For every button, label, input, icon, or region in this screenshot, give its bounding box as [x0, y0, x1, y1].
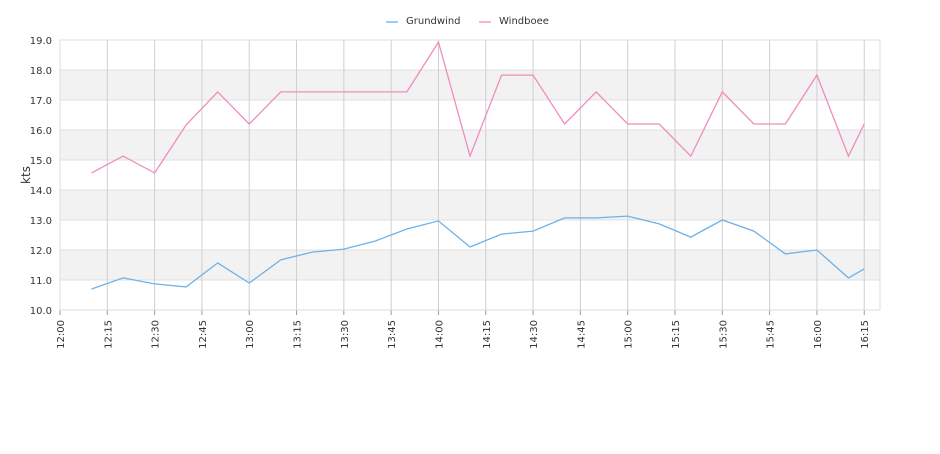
y-tick-label: 15.0 [30, 156, 52, 167]
x-tick-label: 14:30 [529, 320, 540, 349]
grid-band [60, 190, 880, 220]
x-tick-label: 13:15 [293, 320, 304, 349]
y-tick-label: 10.0 [30, 306, 52, 317]
x-tick-label: 16:00 [813, 320, 824, 349]
x-tick-label: 12:45 [198, 320, 209, 349]
y-tick-label: 14.0 [30, 186, 52, 197]
grid-band [60, 250, 880, 280]
x-tick-label: 15:15 [671, 320, 682, 349]
x-tick-label: 12:00 [56, 320, 67, 349]
series-line [91, 40, 865, 174]
legend-label: Grundwind [406, 16, 461, 27]
x-tick-label: 12:15 [103, 320, 114, 349]
y-tick-label: 18.0 [30, 66, 52, 77]
y-tick-label: 19.0 [30, 36, 52, 47]
y-tick-label: 11.0 [30, 276, 52, 287]
y-tick-label: 13.0 [30, 216, 52, 227]
y-tick-label: 17.0 [30, 96, 52, 107]
plot-frame [59, 39, 881, 311]
x-tick-label: 13:30 [340, 320, 351, 349]
y-axis-label: kts [19, 166, 33, 184]
x-tick-label: 14:00 [434, 320, 445, 349]
y-tick-label: 12.0 [30, 246, 52, 257]
legend-label: Windboee [499, 16, 549, 27]
y-tick-label: 16.0 [30, 126, 52, 137]
x-tick-label: 13:00 [245, 320, 256, 349]
series-line [91, 215, 865, 290]
x-tick-label: 15:30 [718, 320, 729, 349]
grid-band [60, 70, 880, 100]
x-tick-label: 15:00 [624, 320, 635, 349]
x-tick-label: 12:30 [151, 320, 162, 349]
x-tick-label: 14:15 [482, 320, 493, 349]
x-tick-label: 15:45 [766, 320, 777, 349]
x-tick-label: 16:15 [860, 320, 871, 349]
x-tick-label: 14:45 [576, 320, 587, 349]
x-tick-label: 13:45 [387, 320, 398, 349]
